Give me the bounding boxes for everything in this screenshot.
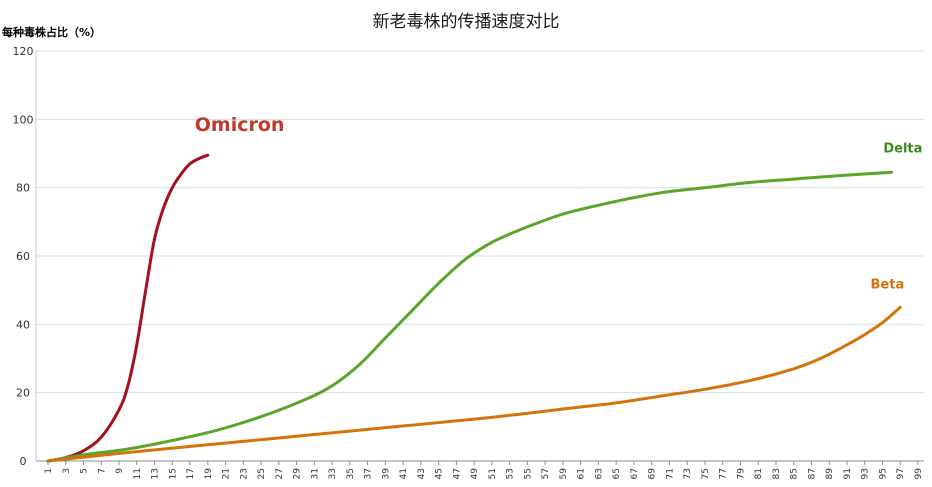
x-tick-label: 77 bbox=[719, 468, 729, 479]
x-tick-label: 65 bbox=[612, 468, 622, 479]
x-tick-label: 37 bbox=[364, 468, 374, 479]
x-tick-label: 81 bbox=[754, 468, 764, 479]
x-tick-label: 25 bbox=[257, 468, 267, 479]
x-tick-label: 19 bbox=[204, 468, 214, 480]
beta-label: Beta bbox=[871, 277, 905, 292]
x-tick-label: 99 bbox=[914, 468, 924, 480]
y-tick-label: 20 bbox=[16, 387, 30, 400]
x-tick-label: 97 bbox=[896, 468, 906, 479]
x-tick-label: 43 bbox=[417, 468, 427, 479]
y-tick-label: 40 bbox=[16, 318, 30, 331]
x-tick-label: 39 bbox=[381, 468, 391, 480]
x-tick-label: 31 bbox=[310, 468, 320, 479]
x-tick-label: 21 bbox=[222, 468, 232, 479]
x-tick-label: 49 bbox=[470, 468, 480, 480]
x-tick-label: 27 bbox=[275, 468, 285, 479]
beta-line bbox=[46, 305, 902, 463]
x-tick-label: 13 bbox=[151, 468, 161, 479]
x-tick-label: 17 bbox=[186, 468, 196, 479]
delta-line bbox=[46, 170, 893, 463]
x-tick-label: 67 bbox=[630, 468, 640, 479]
chart-title: 新老毒株的传播速度对比 bbox=[373, 12, 560, 32]
x-tick-label: 51 bbox=[488, 468, 498, 479]
x-tick-label: 1 bbox=[44, 468, 54, 474]
x-tick-label: 9 bbox=[115, 468, 125, 474]
series-lines bbox=[46, 153, 902, 463]
series-labels: Omicron Delta Beta bbox=[195, 114, 923, 292]
x-tick-label: 29 bbox=[293, 468, 303, 480]
x-tick-label: 5 bbox=[80, 468, 90, 474]
y-tick-label: 100 bbox=[13, 113, 34, 126]
gridlines bbox=[36, 50, 924, 394]
x-axis-ticks: 1 3 5 7 9 11 13 15 17 19 21 23 25 27 29 31 33 35 37 39 41 43 4… bbox=[44, 461, 924, 479]
x-tick-label: 93 bbox=[861, 468, 871, 479]
x-tick-label: 7 bbox=[97, 468, 107, 474]
delta-label: Delta bbox=[883, 141, 922, 156]
y-axis-label: 每种毒株占比（%） bbox=[2, 25, 101, 39]
x-tick-label: 15 bbox=[168, 468, 178, 479]
x-tick-label: 91 bbox=[843, 468, 853, 479]
y-axis-ticks: 0 20 40 60 80 100 120 bbox=[13, 45, 34, 468]
x-tick-label: 71 bbox=[665, 468, 675, 479]
x-tick-label: 87 bbox=[807, 468, 817, 479]
x-tick-label: 45 bbox=[435, 468, 445, 479]
x-tick-label: 83 bbox=[772, 468, 782, 479]
x-tick-label: 59 bbox=[559, 468, 569, 480]
x-tick-label: 57 bbox=[541, 468, 551, 479]
x-tick-label: 11 bbox=[133, 468, 143, 479]
x-tick-label: 61 bbox=[577, 468, 587, 479]
y-tick-label: 0 bbox=[20, 455, 27, 468]
x-tick-label: 35 bbox=[346, 468, 356, 479]
x-tick-label: 85 bbox=[790, 468, 800, 479]
x-tick-label: 79 bbox=[736, 468, 746, 480]
omicron-line bbox=[46, 153, 210, 463]
x-tick-label: 41 bbox=[399, 468, 409, 479]
omicron-label: Omicron bbox=[195, 114, 285, 136]
x-tick-label: 53 bbox=[506, 468, 516, 479]
x-tick-label: 63 bbox=[594, 468, 604, 479]
x-tick-label: 89 bbox=[825, 468, 835, 480]
y-tick-label: 120 bbox=[13, 45, 34, 58]
x-tick-label: 69 bbox=[648, 468, 658, 480]
x-tick-label: 73 bbox=[683, 468, 693, 479]
x-tick-label: 47 bbox=[452, 468, 462, 479]
y-tick-label: 60 bbox=[16, 250, 30, 263]
y-tick-label: 80 bbox=[16, 182, 30, 195]
x-tick-label: 3 bbox=[62, 468, 72, 474]
x-tick-label: 75 bbox=[701, 468, 711, 479]
x-tick-label: 33 bbox=[328, 468, 338, 479]
x-tick-label: 55 bbox=[523, 468, 533, 479]
x-tick-label: 95 bbox=[878, 468, 888, 479]
x-tick-label: 23 bbox=[239, 468, 249, 479]
